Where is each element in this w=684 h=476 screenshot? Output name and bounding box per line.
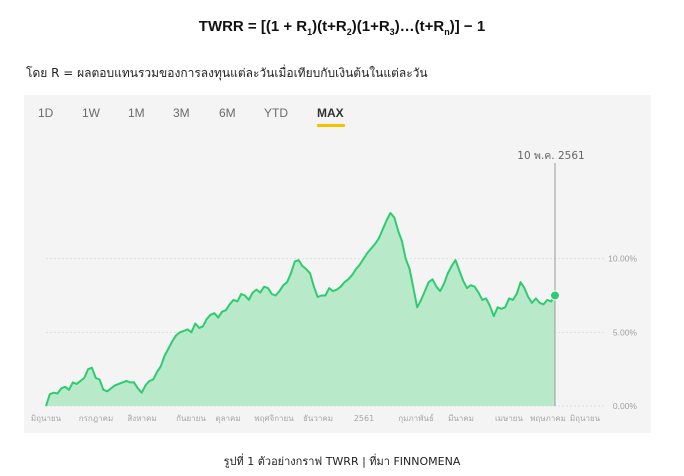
x-tick-label: กรกฎาคม: [79, 414, 113, 423]
tab-1w[interactable]: 1W: [82, 106, 100, 120]
formula-mid-2: )(1+R: [351, 18, 390, 35]
formula-subscript-3: 3: [389, 27, 395, 37]
x-tick-label: เมษายน: [495, 414, 523, 423]
y-tick-label: 10.00%: [608, 254, 637, 264]
formula-subscript-2: 2: [346, 27, 352, 37]
twrr-chart: 0.00% 5.00% 10.00% 10 พ.ค. 2561 มิถุนายน กรกฎ…: [31, 150, 638, 423]
tab-max[interactable]: MAX: [317, 106, 344, 120]
y-tick-label: 0.00%: [613, 401, 638, 411]
x-tick-label: กุมภาพันธ์: [398, 413, 434, 423]
formula-lead: TWRR = [(1 + R: [198, 18, 308, 35]
tab-6m[interactable]: 6M: [219, 106, 236, 120]
formula-subscript-1: 1: [307, 27, 313, 37]
endpoint-dot: [550, 290, 560, 301]
formula-tail: )] − 1: [449, 18, 486, 35]
formula-mid-1: )(t+R: [312, 18, 347, 35]
x-tick-label: กันยายน: [176, 414, 206, 423]
tab-1m[interactable]: 1M: [128, 106, 145, 120]
x-tick-label: ตุลาคม: [215, 414, 240, 423]
tab-ytd[interactable]: YTD: [264, 106, 288, 120]
chart-panel: 0.00% 5.00% 10.00% 10 พ.ค. 2561 มิถุนายน กรกฎ…: [24, 95, 651, 433]
series-line: [45, 212, 556, 407]
x-tick-label: มิถุนายน: [31, 414, 62, 423]
formula-mid-3: )…(t+R: [394, 18, 445, 35]
formula-subscript-n: n: [444, 27, 450, 37]
definition-text: โดย R = ผลตอบแทนรวมของการลงทุนแต่ละวันเม…: [26, 66, 428, 80]
x-tick-label: สิงหาคม: [127, 414, 156, 423]
x-tick-label: ธันวาคม: [303, 414, 333, 423]
area-fill: [46, 213, 555, 406]
x-tick-label: 2561: [354, 414, 374, 423]
twrr-formula: TWRR = [(1 + R1)(t+R2)(1+R3)…(t+Rn)] − 1: [0, 18, 684, 37]
marker-label: 10 พ.ค. 2561: [517, 150, 584, 162]
x-tick-label: พฤศจิกายน: [254, 414, 294, 423]
x-tick-label: พฤษภาคม: [530, 414, 566, 423]
active-tab-underline: [317, 124, 345, 127]
x-tick-label: มิถุนายน: [570, 414, 601, 423]
x-tick-label: มีนาคม: [448, 414, 474, 423]
figure-caption: รูปที่ 1 ตัวอย่างกราฟ TWRR | ที่มา FINNO…: [223, 455, 461, 468]
tab-3m[interactable]: 3M: [173, 106, 190, 120]
y-tick-label: 5.00%: [613, 327, 638, 337]
tab-1d[interactable]: 1D: [38, 106, 54, 120]
